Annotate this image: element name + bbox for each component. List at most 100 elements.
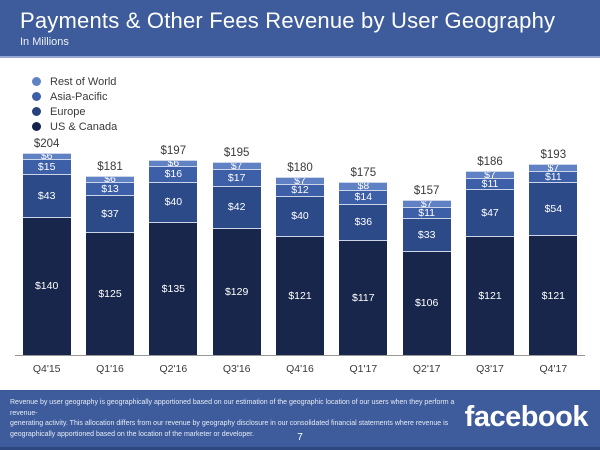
bar-segment: $16 bbox=[149, 165, 198, 182]
bar-segment: $36 bbox=[339, 203, 388, 240]
legend-item: Europe bbox=[32, 104, 117, 119]
stacked-bar: $8 $14 $36 $117 bbox=[339, 182, 388, 355]
legend-dot-icon bbox=[32, 107, 41, 116]
bar-segment: $135 bbox=[149, 221, 198, 355]
bar-segment: $7 bbox=[402, 200, 451, 207]
segment-value-label: $16 bbox=[164, 168, 183, 181]
bar-segment: $125 bbox=[86, 231, 134, 355]
x-axis-label: Q2'16 bbox=[159, 363, 188, 375]
bar-segment: $33 bbox=[402, 217, 451, 251]
segment-value-label: $37 bbox=[101, 207, 119, 220]
bar-total-label: $197 bbox=[160, 145, 187, 157]
bar-total-label: $157 bbox=[413, 185, 440, 197]
legend-label: Asia-Pacific bbox=[50, 90, 108, 103]
x-axis-label: Q4'17 bbox=[539, 363, 568, 375]
segment-value-label: $121 bbox=[478, 289, 502, 302]
bar-total-label: $193 bbox=[540, 149, 567, 161]
x-axis-label: Q3'17 bbox=[476, 363, 504, 375]
segment-value-label: $33 bbox=[417, 228, 436, 241]
bar-segment: $40 bbox=[149, 181, 198, 222]
bar-segment: $121 bbox=[466, 235, 514, 355]
segment-value-label: $125 bbox=[98, 287, 122, 300]
legend-label: US & Canada bbox=[50, 120, 118, 133]
bar-segment: $6 bbox=[86, 176, 134, 182]
bar-segment: $42 bbox=[212, 185, 261, 228]
bar-total-label: $195 bbox=[223, 147, 250, 159]
chart-area: Rest of World Asia-Pacific Europe US & Cana… bbox=[0, 60, 600, 390]
bar-total-label: $204 bbox=[33, 138, 60, 150]
segment-value-label: $17 bbox=[227, 171, 246, 184]
stacked-bar: $7 $17 $42 $129 bbox=[212, 162, 261, 355]
segment-value-label: $6 bbox=[41, 154, 53, 159]
stacked-bar: $6 $16 $40 $135 bbox=[149, 160, 198, 355]
x-axis-line bbox=[15, 355, 585, 356]
legend-item: Asia-Pacific bbox=[32, 89, 117, 104]
x-axis-label: Q1'17 bbox=[349, 363, 378, 375]
stacked-bar: $7 $11 $47 $121 bbox=[466, 171, 514, 355]
bar-segment: $17 bbox=[212, 168, 261, 186]
segment-value-label: $8 bbox=[357, 182, 370, 190]
footnote: Revenue by user geography is geographica… bbox=[10, 398, 480, 440]
bar-segment: $7 bbox=[276, 177, 324, 184]
bar-segment: $121 bbox=[276, 235, 324, 355]
facebook-logo: facebook bbox=[464, 401, 589, 433]
segment-value-label: $13 bbox=[101, 182, 119, 195]
segment-value-label: $7 bbox=[230, 162, 243, 169]
segment-value-label: $12 bbox=[291, 184, 309, 196]
bar-total-label: $186 bbox=[477, 156, 503, 168]
legend-dot-icon bbox=[32, 122, 41, 131]
x-axis-label: Q3'16 bbox=[222, 363, 251, 375]
segment-value-label: $11 bbox=[481, 177, 499, 189]
segment-value-label: $7 bbox=[294, 177, 306, 184]
legend-item: US & Canada bbox=[32, 119, 117, 134]
bar-total-label: $175 bbox=[350, 167, 377, 179]
page-subtitle: In Millions bbox=[20, 36, 69, 48]
segment-value-label: $42 bbox=[227, 201, 246, 214]
segment-value-label: $11 bbox=[544, 171, 562, 182]
segment-value-label: $121 bbox=[541, 289, 565, 302]
bar-segment: $121 bbox=[529, 235, 578, 355]
bar-segment: $6 bbox=[22, 153, 71, 159]
stacked-bar: $7 $11 $54 $121 bbox=[529, 164, 578, 355]
segment-value-label: $121 bbox=[288, 289, 312, 302]
segment-value-label: $54 bbox=[544, 203, 563, 215]
slide-header: Payments & Other Fees Revenue by User Ge… bbox=[0, 0, 600, 58]
bar-segment: $11 bbox=[402, 206, 451, 218]
segment-value-label: $36 bbox=[354, 216, 373, 229]
segment-value-label: $6 bbox=[104, 177, 116, 182]
bar-total-label: $180 bbox=[287, 162, 313, 174]
bar-segment: $117 bbox=[339, 239, 388, 355]
segment-value-label: $7 bbox=[547, 164, 560, 171]
bar-segment: $129 bbox=[212, 227, 261, 355]
segment-value-label: $7 bbox=[484, 171, 496, 178]
legend-label: Rest of World bbox=[50, 75, 117, 88]
bar-segment: $11 bbox=[466, 177, 514, 189]
footnote-line: Revenue by user geography is geographica… bbox=[10, 399, 455, 417]
segment-value-label: $106 bbox=[414, 297, 439, 310]
x-axis-label: Q4'15 bbox=[32, 363, 61, 375]
legend-item: Rest of World bbox=[32, 74, 117, 89]
legend-dot-icon bbox=[32, 92, 41, 101]
footnote-line: generating activity. This allocation dif… bbox=[10, 420, 449, 427]
stacked-bar: $6$13 $37 $125 bbox=[86, 176, 134, 355]
bar-segment: $140 bbox=[22, 216, 71, 355]
bar-segment: $47 bbox=[466, 188, 514, 236]
stacked-bar-chart: $6$15$43$140$204Q4'15$6$13$37$125$181Q1'… bbox=[0, 60, 600, 390]
page-title: Payments & Other Fees Revenue by User Ge… bbox=[20, 8, 556, 33]
legend-label: Europe bbox=[50, 105, 86, 118]
segment-value-label: $40 bbox=[291, 210, 309, 223]
bar-segment: $6 bbox=[149, 160, 198, 166]
segment-value-label: $140 bbox=[34, 280, 59, 293]
bar-total-label: $181 bbox=[97, 161, 123, 173]
bar-segment: $37 bbox=[86, 194, 134, 232]
bar-segment: $7 bbox=[212, 162, 261, 169]
bar-segment: $7 bbox=[466, 171, 514, 178]
slide-footer: Revenue by user geography is geographica… bbox=[0, 390, 600, 450]
segment-value-label: $47 bbox=[481, 206, 499, 219]
bar-segment: $12 bbox=[276, 183, 324, 196]
bar-segment: $54 bbox=[529, 182, 578, 235]
bar-segment: $15 bbox=[22, 158, 71, 174]
segment-value-label: $117 bbox=[352, 291, 375, 304]
segment-value-label: $129 bbox=[224, 285, 249, 298]
